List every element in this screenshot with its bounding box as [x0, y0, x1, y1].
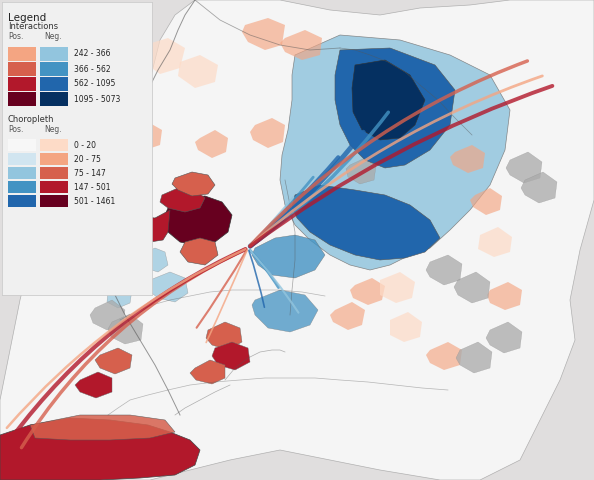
Text: Pos.: Pos. [8, 32, 23, 41]
Polygon shape [138, 248, 168, 272]
Text: Choropleth: Choropleth [8, 115, 55, 124]
Polygon shape [470, 188, 502, 215]
Polygon shape [54, 213, 90, 244]
Polygon shape [172, 172, 215, 196]
Bar [8, 181, 36, 193]
Text: 501 - 1461: 501 - 1461 [74, 196, 115, 205]
Polygon shape [90, 203, 122, 228]
Polygon shape [280, 35, 510, 270]
Polygon shape [252, 290, 318, 332]
Polygon shape [107, 284, 132, 308]
Text: 242 - 366: 242 - 366 [74, 49, 110, 59]
Text: Pos.: Pos. [8, 125, 23, 134]
Polygon shape [252, 235, 325, 278]
Polygon shape [195, 130, 228, 158]
Polygon shape [426, 255, 462, 285]
Polygon shape [478, 227, 512, 257]
Polygon shape [456, 342, 492, 373]
Polygon shape [37, 252, 70, 282]
Polygon shape [143, 38, 185, 74]
Bar [8, 77, 36, 91]
Polygon shape [138, 210, 170, 242]
Text: Legend: Legend [8, 13, 46, 23]
Bar [40, 77, 68, 91]
Polygon shape [30, 415, 175, 440]
Polygon shape [95, 348, 132, 374]
Polygon shape [70, 240, 105, 270]
Polygon shape [90, 300, 125, 330]
Polygon shape [335, 48, 455, 168]
Bar [40, 62, 68, 76]
Polygon shape [108, 314, 143, 344]
Polygon shape [148, 272, 188, 302]
Polygon shape [390, 312, 422, 342]
Polygon shape [292, 185, 440, 260]
Polygon shape [454, 272, 490, 303]
Bar [8, 195, 36, 207]
Bar [40, 195, 68, 207]
Polygon shape [160, 188, 205, 212]
Polygon shape [190, 360, 225, 384]
Polygon shape [242, 18, 285, 50]
Text: 20 - 75: 20 - 75 [74, 155, 101, 164]
Polygon shape [126, 122, 162, 150]
Polygon shape [346, 158, 376, 184]
Text: 366 - 562: 366 - 562 [74, 64, 110, 73]
Text: 562 - 1095: 562 - 1095 [74, 80, 115, 88]
Text: 147 - 501: 147 - 501 [74, 182, 110, 192]
Polygon shape [178, 55, 218, 88]
Text: 1095 - 5073: 1095 - 5073 [74, 95, 121, 104]
Polygon shape [521, 172, 557, 203]
Polygon shape [55, 148, 92, 176]
Polygon shape [330, 302, 365, 330]
Bar [8, 62, 36, 76]
Bar [8, 92, 36, 106]
Polygon shape [163, 196, 232, 246]
Polygon shape [180, 238, 218, 265]
Bar [8, 139, 36, 151]
Bar [40, 167, 68, 179]
Polygon shape [206, 322, 242, 350]
Polygon shape [250, 118, 285, 148]
Polygon shape [0, 418, 200, 480]
Polygon shape [450, 145, 485, 173]
Text: Neg.: Neg. [44, 32, 62, 41]
Polygon shape [486, 322, 522, 353]
Polygon shape [352, 60, 425, 140]
Bar [40, 139, 68, 151]
Text: Neg.: Neg. [44, 125, 62, 134]
Polygon shape [212, 342, 250, 370]
Text: Interactions: Interactions [8, 22, 58, 31]
Polygon shape [110, 185, 142, 210]
Polygon shape [75, 372, 112, 398]
Text: 75 - 147: 75 - 147 [74, 168, 106, 178]
Polygon shape [280, 30, 322, 60]
Bar [40, 181, 68, 193]
Polygon shape [380, 272, 415, 303]
Polygon shape [506, 152, 542, 183]
Polygon shape [350, 278, 385, 305]
Bar [8, 153, 36, 165]
Bar [8, 167, 36, 179]
Bar [40, 92, 68, 106]
Bar [40, 153, 68, 165]
Text: 0 - 20: 0 - 20 [74, 141, 96, 149]
Bar [40, 47, 68, 61]
Polygon shape [426, 342, 462, 370]
Bar [8, 47, 36, 61]
Polygon shape [487, 282, 522, 310]
